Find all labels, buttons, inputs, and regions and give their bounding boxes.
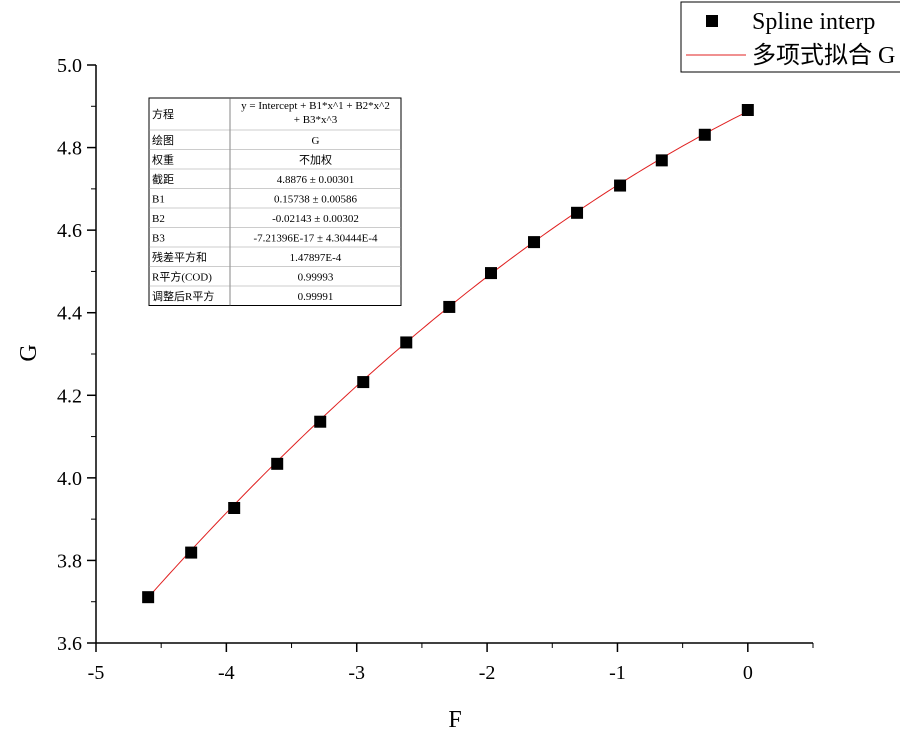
stats-row-value: 1.47897E-4 xyxy=(290,252,342,264)
data-point xyxy=(400,336,413,349)
stats-table-border xyxy=(148,97,402,306)
y-tick-label: 4.0 xyxy=(57,468,82,490)
stats-row-value: 0.99993 xyxy=(298,271,334,283)
data-point xyxy=(655,154,668,167)
data-point xyxy=(142,591,155,604)
x-tick-label: 0 xyxy=(743,662,753,684)
y-tick-label: 5.0 xyxy=(57,55,82,77)
y-tick-label: 4.2 xyxy=(57,385,82,407)
stats-row-value: 0.99991 xyxy=(298,291,334,303)
x-tick-label: -4 xyxy=(218,662,235,684)
stats-row-value-cont: + B3*x^3 xyxy=(294,114,338,126)
stats-table: 方程 y = Intercept + B1*x^1 + B2*x^2 + B3*x^… xyxy=(148,97,402,306)
stats-row-value: G xyxy=(312,135,320,147)
legend-box xyxy=(680,1,900,73)
y-tick-label: 4.6 xyxy=(57,220,82,242)
data-point xyxy=(741,104,754,117)
stats-row-label: 截距 xyxy=(152,172,174,186)
y-tick-label: 4.8 xyxy=(57,138,82,160)
stats-row-value: 不加权 xyxy=(299,153,332,166)
stats-row-value: -7.21396E-17 ± 4.30444E-4 xyxy=(254,232,378,244)
axes: -5 -4 -3 -2 -1 0 3.6 3.8 4.0 4.2 4.4 4.6 4.8 5.0 xyxy=(57,55,814,684)
stats-row-label: 权重 xyxy=(152,152,174,166)
stats-row-value: 4.8876 ± 0.00301 xyxy=(277,174,355,186)
stats-row-value: 0.15738 ± 0.00586 xyxy=(274,193,358,205)
x-axis-title: F xyxy=(448,707,461,733)
stats-row-value: -0.02143 ± 0.00302 xyxy=(272,213,359,225)
y-axis-title: G xyxy=(16,344,42,361)
data-point xyxy=(357,376,370,389)
stats-row-label: B2 xyxy=(152,213,165,225)
points-layer xyxy=(142,104,754,604)
data-point xyxy=(614,179,627,192)
y-tick-label: 3.6 xyxy=(57,633,82,655)
data-point xyxy=(271,457,284,470)
stats-row-value: y = Intercept + B1*x^1 + B2*x^2 xyxy=(241,100,390,112)
x-tick-label: -3 xyxy=(348,662,365,684)
data-point xyxy=(314,415,327,428)
legend-marker-scatter xyxy=(706,15,718,27)
x-tick-label: -5 xyxy=(88,662,105,684)
x-tick-label: -1 xyxy=(609,662,626,684)
stats-row-label: 调整后R平方 xyxy=(152,289,214,303)
data-point xyxy=(443,300,456,313)
data-point xyxy=(485,267,498,280)
stats-row-label: 方程 xyxy=(152,107,174,121)
stats-row-label: B3 xyxy=(152,232,165,244)
legend: Spline interp 多项式拟合 G xyxy=(680,1,900,73)
stats-row-label: 残差平方和 xyxy=(152,250,207,264)
y-tick-label: 4.4 xyxy=(57,303,82,325)
data-point xyxy=(571,206,584,219)
data-point xyxy=(528,236,541,249)
legend-label-fit: 多项式拟合 G xyxy=(752,42,895,69)
x-tick-label: -2 xyxy=(479,662,496,684)
stats-row-label: 绘图 xyxy=(152,133,174,147)
data-point xyxy=(185,546,198,559)
legend-label-scatter: Spline interp xyxy=(752,9,875,35)
y-tick-label: 3.8 xyxy=(57,550,82,572)
data-point xyxy=(228,501,241,514)
data-point xyxy=(698,128,711,141)
stats-row-label: B1 xyxy=(152,193,165,205)
stats-row-label: R平方(COD) xyxy=(152,269,212,283)
